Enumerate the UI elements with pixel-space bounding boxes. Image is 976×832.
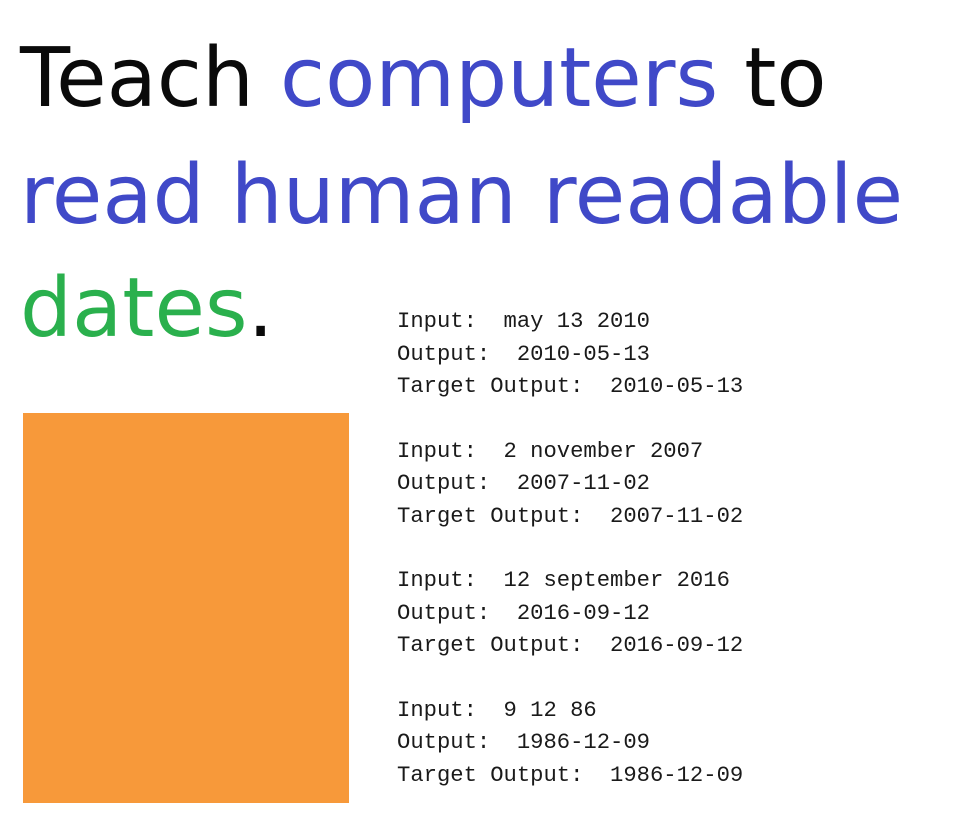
example-output-label: Output: [397, 341, 517, 367]
example-input-line: Input: may 13 2010 [397, 306, 743, 339]
example-input-label: Input: [397, 697, 504, 723]
example-target-output-value: 2016-09-12 [610, 633, 744, 658]
example-input-line: Input: 2 november 2007 [397, 436, 743, 469]
example-output-line: Output: 2007-11-02 [397, 468, 743, 501]
example-input-line: Input: 12 september 2016 [397, 565, 743, 598]
example-output-line: Output: 2016-09-12 [397, 598, 743, 631]
example-output-value: 2010-05-13 [516, 341, 650, 367]
example-target-output-label: Target Output: [397, 762, 611, 788]
headline-word-computers: computers [280, 31, 719, 126]
example-input-line: Input: 9 12 86 [397, 695, 743, 728]
example-input-value: 12 september 2016 [503, 568, 730, 593]
example-input-value: 2 november 2007 [503, 438, 704, 464]
example-input-label: Input: [397, 438, 504, 464]
example-input-value: may 13 2010 [503, 309, 650, 334]
example-target-output-value: 2007-11-02 [610, 503, 744, 529]
example-output-label: Output: [397, 600, 517, 626]
example-target-output-line: Target Output: 2010-05-13 [397, 371, 743, 404]
headline-word-teach: Teach [20, 31, 254, 126]
example-target-output-label: Target Output: [397, 503, 611, 529]
example-output-label: Output: [397, 730, 517, 755]
example-output-value: 2016-09-12 [516, 600, 650, 626]
example-output-line: Output: 2010-05-13 [397, 339, 743, 372]
example-target-output-line: Target Output: 2007-11-02 [397, 501, 743, 534]
headline-period: . [247, 261, 274, 356]
example-block: Input: 2 november 2007 Output: 2007-11-02… [397, 436, 743, 534]
example-output-label: Output: [397, 471, 517, 496]
example-block: Input: 9 12 86 Output: 1986-12-09 Target O… [397, 695, 743, 793]
example-target-output-label: Target Output: [397, 374, 611, 399]
example-block: Input: 12 september 2016 Output: 2016-09-… [397, 565, 743, 663]
headline-line-3: dates. [20, 268, 274, 350]
example-output-value: 2007-11-02 [516, 471, 650, 496]
headline-word-to: to [744, 31, 827, 126]
headline-line-1: Teach computers to [20, 38, 827, 120]
example-target-output-line: Target Output: 1986-12-09 [397, 760, 743, 793]
headline-word-dates: dates [20, 261, 248, 356]
example-target-output-value: 2010-05-13 [610, 374, 744, 399]
date-examples-list: Input: may 13 2010 Output: 2010-05-13 Targ… [397, 306, 743, 824]
example-output-value: 1986-12-09 [516, 730, 650, 755]
example-input-label: Input: [397, 309, 504, 334]
example-target-output-value: 1986-12-09 [610, 762, 744, 788]
example-block: Input: may 13 2010 Output: 2010-05-13 Targ… [397, 306, 743, 404]
example-target-output-line: Target Output: 2016-09-12 [397, 630, 743, 663]
example-output-line: Output: 1986-12-09 [397, 727, 743, 760]
example-input-value: 9 12 86 [503, 697, 597, 723]
orange-placeholder-box [23, 413, 349, 803]
example-input-label: Input: [397, 568, 504, 593]
headline-line-2: read human readable [20, 148, 904, 243]
example-target-output-label: Target Output: [397, 633, 611, 658]
